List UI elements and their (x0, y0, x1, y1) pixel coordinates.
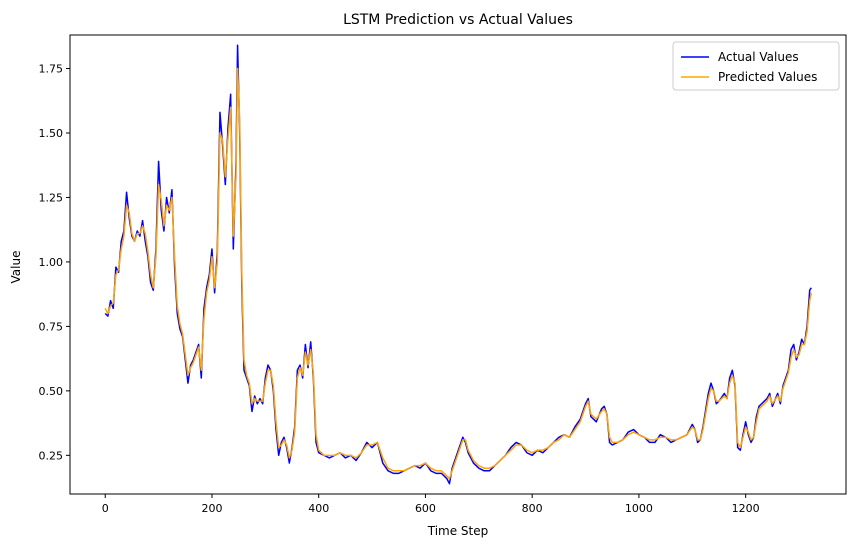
x-tick-label: 0 (102, 502, 109, 515)
series-layer (104, 44, 813, 485)
x-tick-label: 600 (415, 502, 436, 515)
y-tick-label: 1.50 (39, 127, 64, 140)
x-tick-label: 200 (201, 502, 222, 515)
y-tick-label: 1.75 (39, 63, 64, 76)
y-tick-label: 0.50 (39, 385, 64, 398)
y-axis-label: Value (9, 251, 23, 284)
x-tick-label: 1000 (625, 502, 653, 515)
legend-box (672, 41, 840, 91)
x-axis-label: Time Step (427, 524, 489, 538)
legend-label-predicted: Predicted Values (718, 70, 817, 84)
legend-label-actual: Actual Values (718, 50, 799, 64)
x-tick-label: 400 (308, 502, 329, 515)
y-tick-label: 0.25 (39, 449, 64, 462)
chart-title: LSTM Prediction vs Actual Values (343, 12, 573, 28)
y-tick-label: 0.75 (39, 320, 64, 333)
x-tick-label: 1200 (732, 502, 760, 515)
legend: Actual Values Predicted Values (672, 41, 840, 91)
plot-area-frame (69, 34, 847, 495)
x-tick-label: 800 (522, 502, 543, 515)
ticks-layer: 0 200 400 600 800 1000 1200 0.25 0.50 0.75 1.00 1.2… (39, 63, 760, 515)
y-tick-label: 1.25 (39, 191, 64, 204)
y-tick-label: 1.00 (39, 256, 64, 269)
series-line-predicted (104, 67, 813, 480)
